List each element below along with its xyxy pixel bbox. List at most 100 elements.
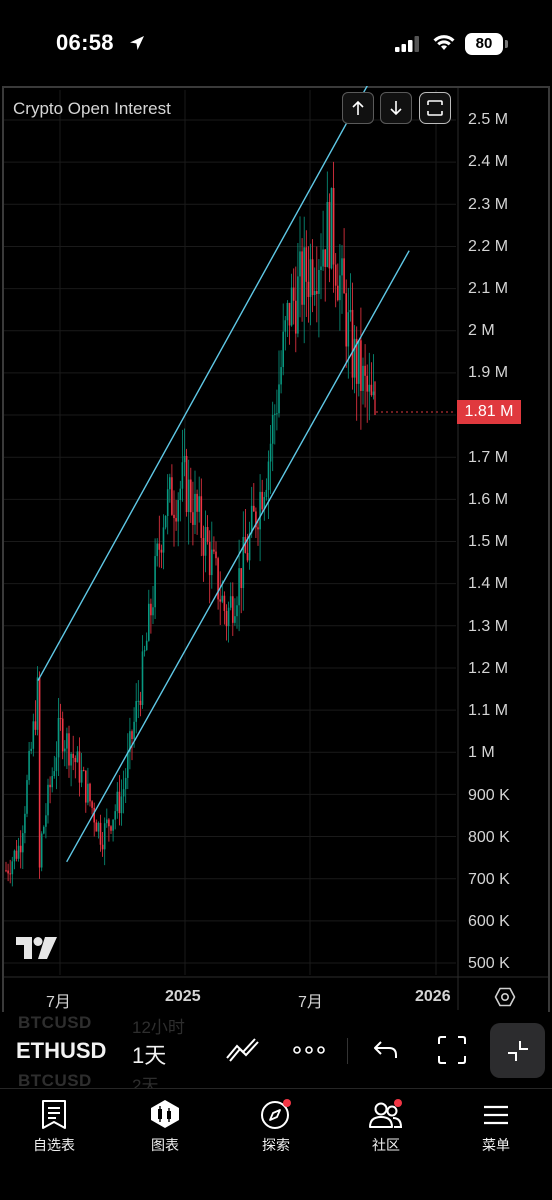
candle-body [299,251,301,277]
candle-body [269,443,272,462]
candle-body [143,650,146,652]
candle-body [253,505,255,512]
candle-body [95,822,98,832]
candle-body [38,677,41,868]
undo-icon[interactable] [372,1034,400,1064]
fullscreen-icon[interactable] [436,1034,468,1066]
symbol-selector[interactable]: ETHUSD [16,1038,107,1063]
candle-body [129,731,131,752]
scroll-down-button[interactable] [380,92,412,124]
candle-body [278,384,280,414]
candle-body [110,826,112,831]
candle-body [274,413,276,415]
candle-body [87,783,89,803]
price-axis-label: 1.5 M [468,533,509,550]
candle-body [57,718,60,758]
auto-scale-icon [427,100,443,116]
chart-canvas[interactable] [0,86,552,1012]
candle-body [307,281,310,297]
nav-item-community[interactable]: 社区 [341,1097,431,1155]
candle-body [358,340,360,384]
candle-body [34,721,37,730]
candle-body [72,753,74,758]
candle-body [173,514,175,519]
candle-body [360,340,362,391]
chart-frame[interactable] [2,86,550,1012]
candle-body [366,375,368,392]
price-axis-label: 1 M [468,744,495,761]
price-axis-label: 1.1 M [468,702,509,719]
candle-body [156,543,158,557]
candle-body [330,187,333,269]
nav-label-menu: 菜单 [482,1137,510,1153]
drawing-tools-icon[interactable] [225,1034,261,1064]
candle-body [261,491,263,510]
candle-body [328,201,331,269]
candle-body [185,455,188,513]
candle-body [89,783,91,802]
price-axis-label: 500 K [468,955,510,972]
candle-body [139,700,142,706]
nav-item-explore[interactable]: 探索 [231,1097,321,1155]
candle-body [213,549,215,552]
candle-body [133,721,135,740]
candle-body [332,187,335,265]
candle-body [11,861,14,875]
status-bar: 06:58 80 [0,0,552,88]
price-axis-label: 2.5 M [468,111,509,128]
candle-body [53,771,56,777]
nav-item-watchlist[interactable]: 自选表 [9,1097,99,1155]
channel-upper-line [37,86,368,681]
price-axis-label: 1.2 M [468,660,509,677]
toolbar-divider [347,1038,348,1064]
chart-title: Crypto Open Interest [13,99,171,118]
community-icon [369,1099,403,1128]
candle-body [320,266,322,271]
nav-item-chart[interactable]: 图表 [120,1097,210,1155]
candle-body [368,384,371,392]
more-icon[interactable] [292,1034,326,1064]
time-axis-label: 7月 [46,994,71,1011]
candle-body [118,791,121,814]
candle-body [202,537,205,556]
candle-body [316,291,318,294]
candle-body [116,791,119,812]
scroll-up-button[interactable] [342,92,374,124]
watchlist-icon [42,1100,66,1129]
candle-body [311,259,314,296]
collapse-button[interactable] [490,1023,545,1078]
candle-body [49,784,51,788]
nav-item-menu[interactable]: 菜单 [451,1097,541,1155]
candle-body [362,365,364,391]
candle-body [347,312,350,347]
candle-body [345,293,347,347]
candle-body [234,616,236,623]
menu-icon [484,1105,508,1125]
candle-body [181,462,184,489]
price-axis-label: 2.4 M [468,153,509,170]
candle-body [364,365,366,376]
price-axis-label: 600 K [468,913,510,930]
candle-body [112,819,114,831]
candle-body [221,595,224,602]
candle-body [217,558,219,600]
interval-selector[interactable]: 1天 [132,1043,167,1068]
candle-body [196,493,198,512]
candle-body [64,748,66,752]
candle-body [267,461,270,490]
candle-body [353,338,356,378]
chart-settings-icon[interactable] [494,986,516,1008]
price-axis-label: 900 K [468,787,510,804]
candle-body [106,819,108,824]
candle-body [158,543,161,550]
candle-body [248,533,251,561]
candle-body [108,819,110,827]
candle-body [9,873,11,875]
price-axis-label: 1.7 M [468,449,509,466]
candle-body [103,823,106,850]
price-axis-label: 1.4 M [468,575,509,592]
auto-scale-button[interactable] [419,92,451,124]
candle-body [26,780,28,814]
time-axis-label: 2025 [165,988,201,1005]
tradingview-logo [16,937,57,959]
